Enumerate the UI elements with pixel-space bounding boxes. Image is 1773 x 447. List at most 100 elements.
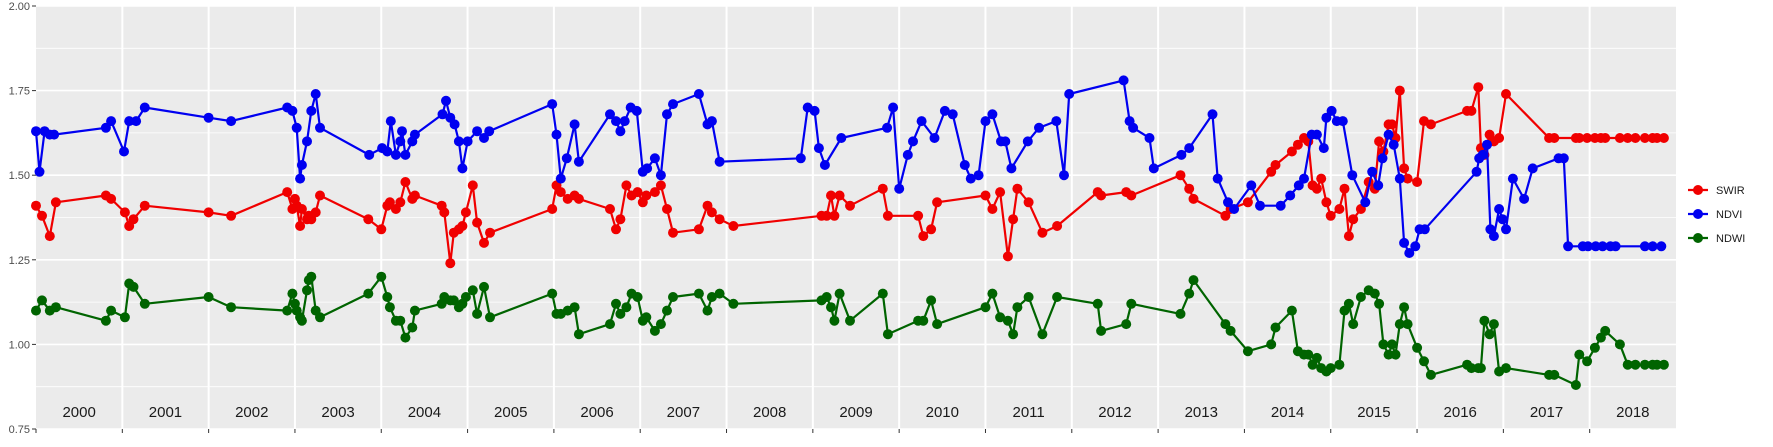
- year-label: 2004: [408, 404, 441, 421]
- data-point-ndvi: [809, 105, 820, 116]
- data-point-swir: [282, 187, 293, 198]
- data-point-swir: [555, 187, 566, 198]
- y-tick-label: 1.00: [9, 339, 30, 351]
- data-point-ndvi: [1223, 197, 1233, 208]
- data-point-ndwi: [1614, 339, 1625, 350]
- data-point-swir: [485, 227, 495, 238]
- data-point-ndwi: [1225, 325, 1236, 336]
- data-point-ndwi: [1266, 339, 1277, 350]
- data-point-swir: [1339, 183, 1350, 194]
- data-point-swir: [1394, 85, 1405, 96]
- data-point-swir: [106, 193, 117, 204]
- data-point-ndvi: [916, 116, 927, 127]
- data-point-ndwi: [485, 312, 495, 323]
- data-point-ndvi: [631, 105, 642, 116]
- data-point-ndvi: [836, 133, 847, 143]
- data-point-ndvi: [1207, 109, 1218, 120]
- data-point-swir: [1387, 119, 1397, 130]
- data-point-ndvi: [655, 170, 666, 181]
- data-point-ndvi: [472, 126, 483, 137]
- data-point-swir: [1501, 89, 1511, 99]
- data-point-swir: [918, 231, 929, 242]
- legend-label-ndwi: NDWI: [1716, 233, 1745, 245]
- data-point-swir: [1188, 193, 1199, 204]
- legend-key-dot-swir: [1693, 185, 1703, 195]
- data-point-ndvi: [1639, 241, 1650, 252]
- data-point-ndvi: [1034, 122, 1044, 133]
- data-point-ndwi: [1002, 315, 1013, 326]
- data-point-swir: [1402, 173, 1413, 184]
- data-point-ndwi: [693, 288, 704, 299]
- data-point-ndvi: [973, 170, 984, 181]
- data-point-ndwi: [995, 312, 1006, 323]
- data-point-ndvi: [302, 136, 312, 147]
- data-point-swir: [1622, 133, 1633, 143]
- data-point-ndvi: [1128, 122, 1139, 133]
- data-point-swir: [1175, 170, 1186, 181]
- data-point-swir: [1184, 183, 1195, 194]
- y-tick-label: 1.75: [9, 86, 30, 98]
- data-point-ndwi: [31, 305, 41, 316]
- data-point-ndvi: [1388, 139, 1399, 150]
- data-point-swir: [706, 207, 717, 218]
- data-point-ndwi: [655, 319, 666, 330]
- data-point-ndvi: [1293, 180, 1304, 191]
- year-label: 2005: [494, 404, 527, 421]
- data-point-ndwi: [467, 285, 478, 296]
- data-point-ndvi: [1410, 241, 1421, 252]
- data-point-ndvi: [385, 116, 396, 127]
- data-point-ndvi: [310, 89, 321, 99]
- data-point-ndwi: [821, 292, 832, 302]
- data-point-swir: [1473, 82, 1484, 93]
- data-point-ndwi: [479, 281, 489, 292]
- year-label: 2010: [926, 404, 959, 421]
- data-point-swir: [44, 231, 55, 242]
- y-tick-label: 0.75: [9, 424, 30, 436]
- data-point-swir: [573, 193, 584, 204]
- data-point-ndvi: [908, 136, 918, 147]
- data-point-swir: [1614, 133, 1625, 143]
- data-point-swir: [1002, 251, 1013, 262]
- y-tick-label: 2.00: [9, 1, 30, 13]
- data-point-ndvi: [124, 116, 135, 127]
- data-point-swir: [829, 210, 840, 221]
- data-point-ndvi: [291, 122, 302, 133]
- data-point-swir: [1658, 133, 1669, 143]
- data-point-ndvi: [1144, 133, 1155, 143]
- data-point-ndwi: [139, 298, 150, 309]
- data-point-ndwi: [918, 315, 929, 326]
- legend: SWIR NDVI NDWI: [1688, 185, 1745, 245]
- data-point-ndvi: [649, 153, 660, 164]
- data-point-ndwi: [1383, 349, 1394, 360]
- data-point-ndwi: [615, 308, 626, 319]
- data-point-ndwi: [1374, 298, 1385, 309]
- data-point-ndvi: [902, 149, 913, 160]
- data-point-ndwi: [1589, 342, 1600, 353]
- data-point-ndwi: [407, 322, 418, 333]
- data-point-ndwi: [1270, 322, 1281, 333]
- data-point-ndvi: [1118, 75, 1129, 86]
- data-point-ndvi: [813, 143, 824, 154]
- data-point-swir: [845, 200, 855, 211]
- data-point-ndvi: [1656, 241, 1667, 252]
- data-point-ndvi: [437, 109, 448, 120]
- data-point-ndvi: [1501, 224, 1511, 235]
- legend-label-ndvi: NDVI: [1716, 209, 1742, 221]
- data-point-swir: [1343, 231, 1354, 242]
- data-point-ndwi: [1242, 346, 1253, 357]
- data-point-swir: [641, 190, 652, 201]
- data-point-ndwi: [119, 312, 130, 323]
- data-point-ndwi: [1622, 359, 1633, 370]
- data-point-swir: [1096, 190, 1107, 201]
- data-point-ndwi: [1394, 319, 1405, 330]
- data-point-ndwi: [1325, 363, 1336, 374]
- data-point-swir: [363, 214, 374, 225]
- data-point-ndvi: [1318, 143, 1329, 154]
- data-point-ndwi: [1570, 380, 1581, 390]
- data-point-ndvi: [929, 133, 940, 143]
- data-point-swir: [1374, 136, 1385, 147]
- data-point-ndvi: [573, 156, 584, 167]
- data-point-ndvi: [1229, 204, 1240, 214]
- data-point-swir: [445, 258, 456, 269]
- data-point-ndwi: [1387, 339, 1397, 350]
